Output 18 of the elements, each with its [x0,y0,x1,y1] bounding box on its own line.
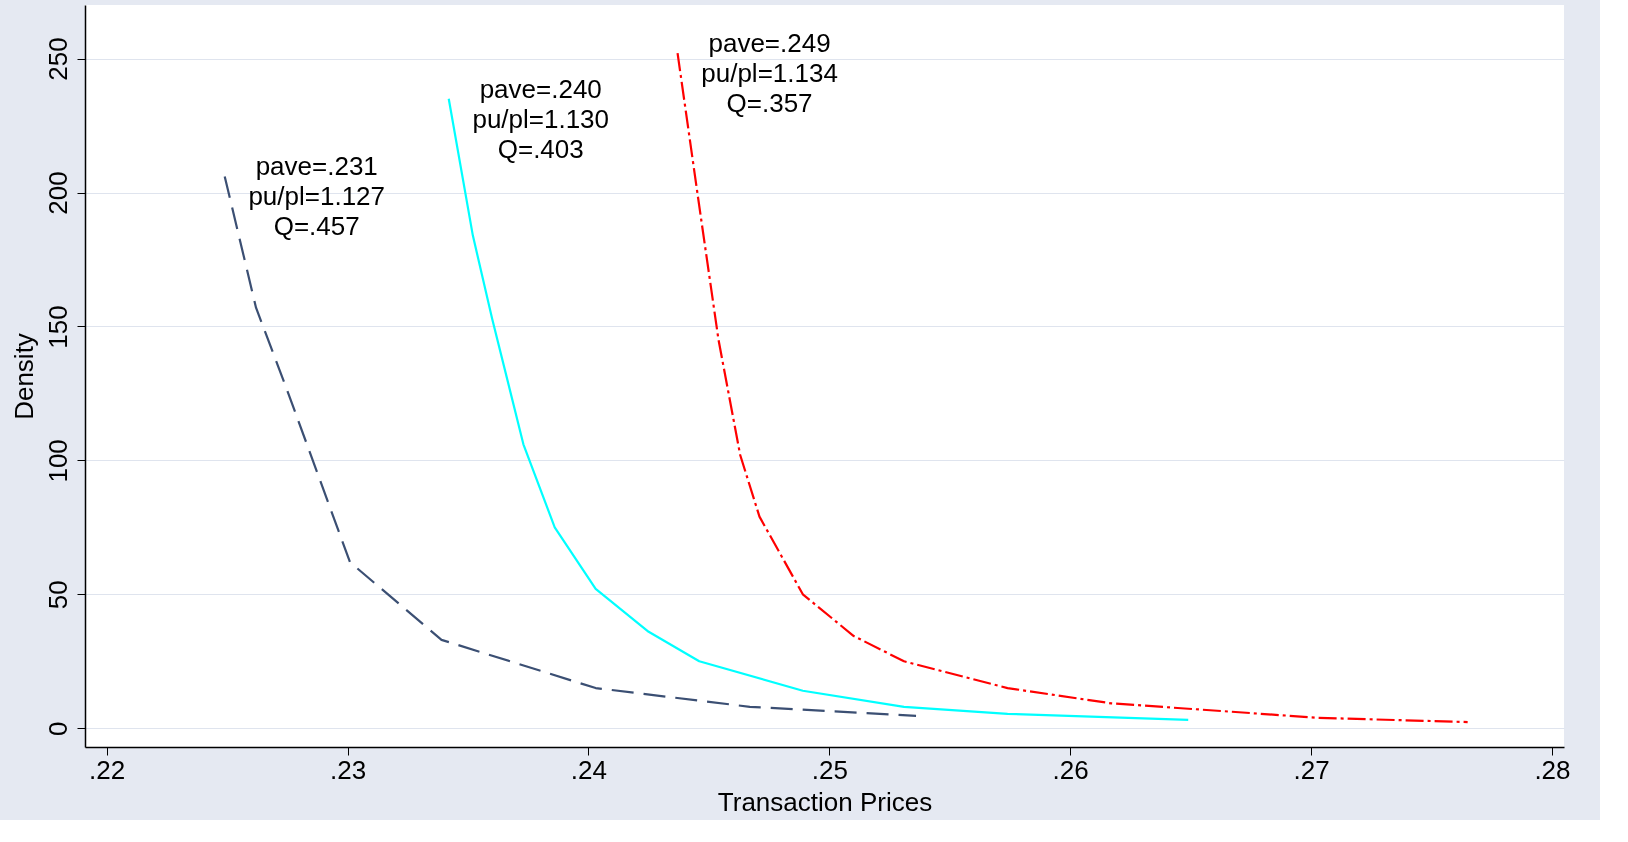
y-tick-label: 150 [42,305,73,349]
x-tick-label: .23 [329,754,367,785]
annotation: pave=.231 pu/pl=1.127 Q=.457 [248,151,386,242]
y-tick-label: 50 [42,580,73,610]
x-tick-label: .22 [89,754,126,785]
x-tick-label: .26 [1052,754,1089,785]
y-tick-label: 200 [42,171,73,215]
y-tick-label: 100 [42,439,73,483]
x-tick-label: .28 [1534,754,1571,785]
x-tick-label: .24 [570,754,608,785]
annotation: pave=.240 pu/pl=1.130 Q=.403 [472,73,610,164]
x-axis-title: Transaction Prices [717,786,933,817]
annotation: pave=.249 pu/pl=1.134 Q=.357 [701,28,838,119]
y-tick-label: 250 [42,37,73,81]
x-tick-label: .25 [811,754,848,785]
y-tick-label: 0 [42,721,73,736]
y-axis-title: Density [8,333,39,420]
x-tick-label: .27 [1293,754,1330,785]
